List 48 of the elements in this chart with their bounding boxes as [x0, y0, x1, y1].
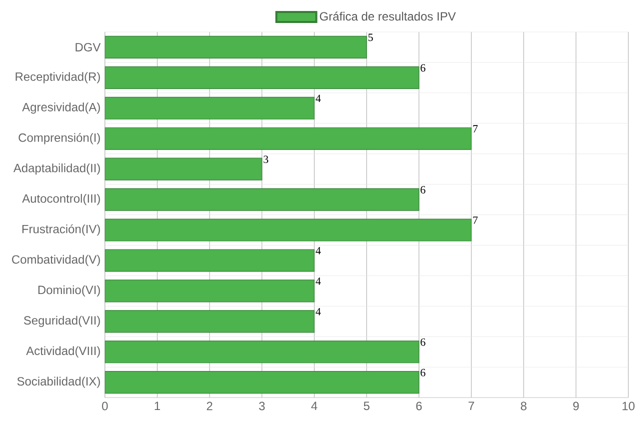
- bar: [104, 371, 420, 394]
- data-label: 4: [316, 308, 321, 316]
- y-tick-label: Comprensión(I): [18, 133, 100, 144]
- x-tick-label: 7: [468, 402, 474, 410]
- x-tick-label: 10: [622, 402, 635, 410]
- data-label: 7: [473, 125, 478, 133]
- bar: [104, 188, 420, 212]
- y-tick-label: Adaptabilidad(II): [13, 164, 100, 175]
- y-tick-label: Dominio(VI): [38, 286, 100, 297]
- bar: [104, 280, 315, 302]
- data-label: 6: [420, 369, 426, 377]
- x-tick-label: 5: [364, 402, 370, 410]
- data-label: 4: [316, 278, 321, 285]
- x-tick-label: 3: [259, 402, 265, 410]
- y-tick-label: Frustración(IV): [22, 224, 100, 236]
- bar: [104, 97, 315, 120]
- data-label: 6: [420, 186, 426, 194]
- y-tick-label: Seguridad(VII): [24, 316, 100, 328]
- data-label: 3: [264, 156, 268, 164]
- bar: [104, 249, 315, 272]
- bar: [104, 218, 472, 242]
- data-label: 4: [316, 94, 321, 102]
- y-tick-label: Autocontrol(III): [22, 194, 100, 206]
- x-tick-label: 2: [206, 402, 212, 410]
- data-label: 7: [473, 216, 478, 224]
- y-tick-label: Actividad(VIII): [26, 346, 100, 358]
- bar: [104, 340, 420, 364]
- bar: [104, 158, 262, 181]
- y-tick-label: Sociabilidad(IX): [17, 376, 100, 388]
- x-tick-label: 1: [154, 402, 160, 410]
- x-tick-label: 8: [520, 402, 526, 410]
- data-label: 4: [316, 247, 321, 254]
- bar: [104, 310, 315, 333]
- y-tick-label: Combatividad(V): [12, 255, 100, 266]
- y-tick-label: Agresividad(A): [22, 102, 100, 114]
- bar: [104, 66, 420, 90]
- y-tick-label: DGV: [76, 43, 101, 52]
- x-tick-label: 9: [573, 402, 579, 410]
- data-label: 6: [420, 64, 426, 72]
- data-label: 5: [368, 34, 373, 42]
- data-label: 6: [420, 338, 426, 346]
- x-tick-label: 4: [311, 402, 318, 410]
- x-tick-label: 6: [416, 402, 422, 410]
- x-tick-label: 0: [102, 402, 108, 410]
- bar: [104, 36, 367, 59]
- y-tick-label: Receptividad(R): [16, 72, 100, 84]
- bar: [104, 128, 472, 150]
- legend-label: Gráfica de resultados IPV: [320, 12, 456, 21]
